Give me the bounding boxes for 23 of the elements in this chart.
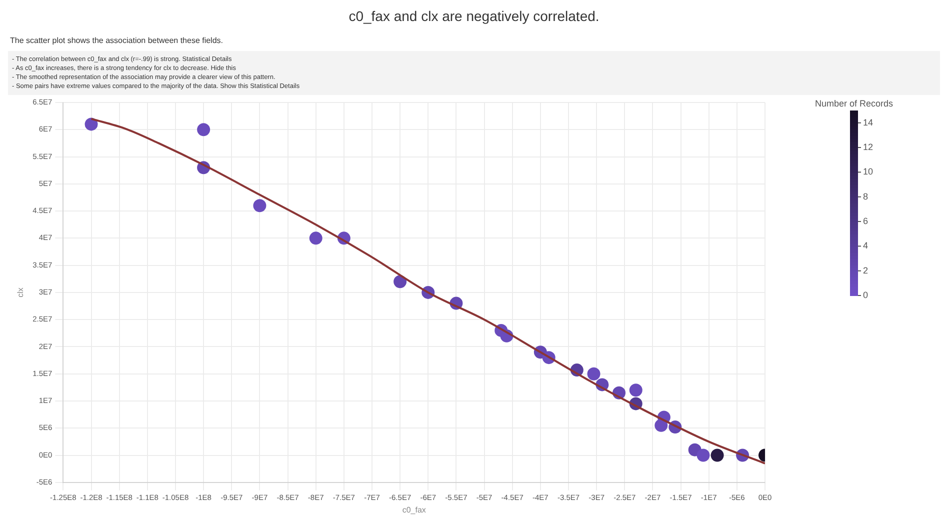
point — [197, 123, 210, 136]
color-bar-label: 2 — [863, 265, 868, 276]
point — [629, 384, 642, 397]
point — [253, 199, 266, 212]
point — [710, 448, 724, 462]
x-axis-title: c0_fax — [402, 505, 426, 514]
chart-subtitle: The scatter plot shows the association between these fields. — [10, 36, 224, 45]
color-bar-label: 8 — [863, 191, 868, 202]
point — [84, 118, 98, 131]
color-bar-title: Number of Records — [814, 98, 894, 108]
y-axis-title: clx — [16, 288, 26, 298]
chart-title: c0_fax and clx are negatively correlated. — [348, 8, 600, 24]
point — [394, 275, 407, 288]
point — [309, 232, 322, 245]
point — [587, 367, 600, 380]
color-bar-label: 4 — [863, 240, 868, 251]
color-bar-label: 6 — [863, 216, 868, 226]
point — [696, 448, 710, 462]
point — [654, 418, 668, 432]
color-bar-label: 12 — [863, 142, 874, 152]
color-bar-label: 0 — [863, 290, 868, 300]
color-bar-label: 10 — [863, 166, 874, 177]
color-bar-label: 14 — [863, 117, 874, 128]
